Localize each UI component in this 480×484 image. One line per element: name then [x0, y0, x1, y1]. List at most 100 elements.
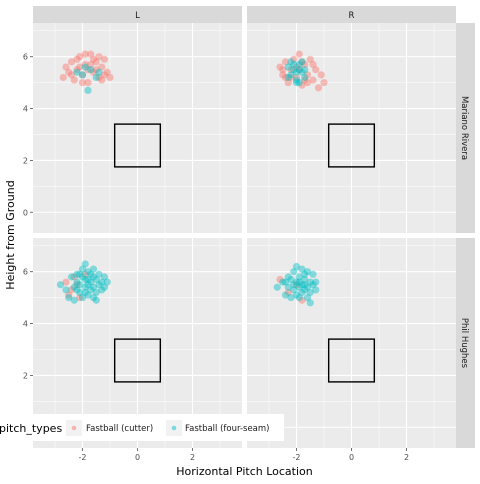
point-cutter — [67, 58, 76, 66]
point-fourseam — [87, 278, 95, 286]
point-fourseam — [100, 273, 109, 281]
point-fourseam — [89, 283, 98, 291]
y-tick-label: 4 — [23, 320, 28, 329]
point-cutter — [320, 79, 328, 87]
point-cutter — [95, 53, 103, 61]
panel-mariano-rivera-r — [247, 23, 456, 233]
point-fourseam — [295, 294, 303, 302]
point-cutter — [76, 63, 84, 71]
point-fourseam — [290, 286, 298, 294]
strip-col-right-label: R — [349, 11, 355, 21]
point-cutter — [62, 278, 70, 286]
x-tick-label: -2 — [79, 453, 87, 462]
point-fourseam — [298, 265, 306, 273]
y-tick-label: 4 — [23, 105, 28, 114]
point-fourseam — [303, 294, 312, 302]
point-fourseam — [76, 288, 84, 297]
point-cutter — [100, 55, 109, 63]
point-cutter — [279, 66, 287, 74]
point-fourseam — [78, 294, 87, 302]
y-tick-label: 2 — [23, 371, 28, 380]
point-fourseam — [70, 283, 78, 291]
point-fourseam — [87, 286, 95, 294]
point-fourseam — [65, 294, 73, 302]
point-fourseam — [89, 294, 98, 302]
point-cutter — [292, 73, 301, 82]
y-tick-label: 6 — [23, 53, 28, 62]
point-fourseam — [292, 278, 301, 286]
point-fourseam — [287, 71, 295, 79]
point-cutter — [301, 60, 309, 69]
point-fourseam — [306, 278, 314, 286]
point-fourseam — [70, 296, 78, 304]
point-fourseam — [62, 286, 70, 294]
point-cutter — [298, 81, 306, 89]
strike-zone — [113, 123, 162, 168]
point-fourseam — [81, 63, 89, 71]
point-cutter — [284, 288, 292, 297]
legend-swatch-fourseam — [171, 425, 177, 431]
strike-zone — [327, 338, 376, 383]
point-fourseam — [301, 270, 309, 278]
point-fourseam — [67, 273, 76, 281]
point-cutter — [98, 63, 106, 71]
point-cutter — [65, 68, 73, 76]
point-cutter — [303, 79, 312, 87]
point-fourseam — [292, 68, 301, 76]
point-cutter — [81, 50, 89, 58]
point-fourseam — [292, 291, 301, 299]
point-fourseam — [89, 265, 98, 273]
point-fourseam — [298, 68, 306, 76]
point-cutter — [306, 55, 314, 63]
point-cutter — [92, 58, 100, 66]
point-fourseam — [73, 278, 81, 286]
point-cutter — [70, 273, 78, 281]
point-fourseam — [295, 66, 303, 74]
point-fourseam — [73, 286, 81, 294]
point-fourseam — [301, 73, 309, 82]
point-fourseam — [87, 66, 95, 74]
point-fourseam — [306, 288, 314, 297]
point-fourseam — [292, 262, 301, 271]
point-fourseam — [81, 288, 89, 297]
point-fourseam — [281, 291, 290, 299]
y-tick-label: 0 — [23, 208, 28, 217]
panels: 02460246-202-202 — [23, 23, 456, 462]
point-cutter — [287, 66, 295, 74]
point-fourseam — [303, 268, 312, 276]
point-cutter — [281, 73, 290, 82]
point-fourseam — [298, 281, 306, 289]
point-fourseam — [287, 58, 295, 66]
point-cutter — [95, 73, 103, 82]
point-fourseam — [95, 68, 103, 76]
point-fourseam — [87, 270, 95, 278]
point-fourseam — [84, 268, 92, 276]
point-fourseam — [298, 58, 306, 66]
point-fourseam — [284, 63, 292, 71]
point-fourseam — [92, 296, 100, 304]
point-fourseam — [290, 281, 298, 289]
x-axis-title: Horizontal Pitch Location — [176, 465, 312, 478]
point-fourseam — [103, 278, 111, 286]
legend-swatch-cutter — [71, 425, 77, 431]
point-cutter — [290, 55, 298, 63]
x-tick-label: 0 — [135, 453, 140, 462]
point-cutter — [81, 60, 89, 69]
point-cutter — [314, 84, 323, 92]
point-fourseam — [295, 79, 303, 87]
point-cutter — [73, 55, 81, 63]
point-fourseam — [303, 283, 312, 291]
point-fourseam — [76, 281, 84, 289]
strip-row-top-label: Mariano Rivera — [459, 96, 469, 160]
point-fourseam — [84, 275, 92, 284]
legend: pitch_types Fastball (cutter) Fastball (… — [0, 414, 284, 441]
point-cutter — [70, 76, 78, 84]
point-fourseam — [301, 281, 309, 289]
point-fourseam — [295, 60, 303, 69]
y-axis-title: Height from Ground — [4, 180, 17, 289]
point-fourseam — [98, 286, 106, 294]
legend-title: pitch_types — [0, 422, 62, 435]
point-fourseam — [100, 283, 109, 291]
point-fourseam — [95, 270, 103, 278]
